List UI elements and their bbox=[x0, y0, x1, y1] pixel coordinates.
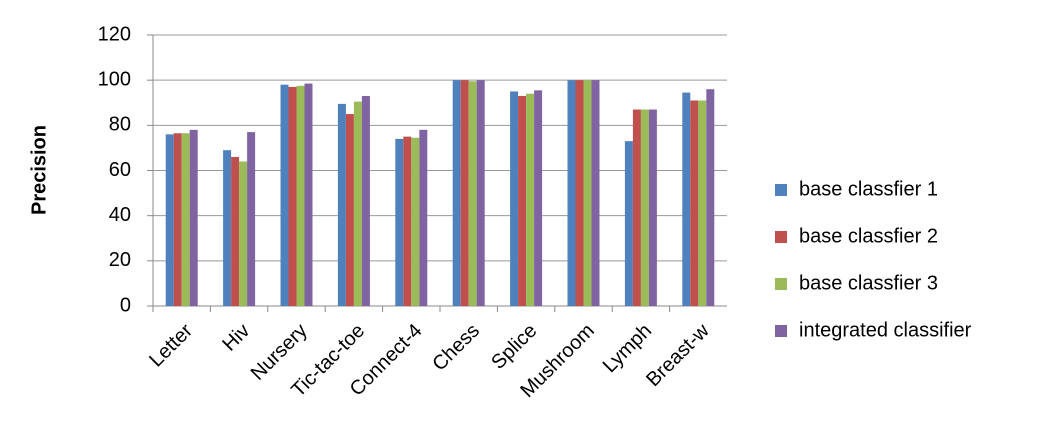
x-tick-label: Breast-w bbox=[642, 319, 714, 391]
bar bbox=[296, 85, 305, 306]
legend-swatch bbox=[775, 325, 787, 337]
bar bbox=[468, 81, 477, 306]
bar bbox=[518, 95, 527, 306]
legend-label: base classfier 1 bbox=[799, 178, 938, 200]
bar bbox=[706, 89, 715, 306]
bar bbox=[345, 114, 354, 307]
bar bbox=[591, 80, 600, 307]
bar bbox=[361, 95, 370, 306]
bar bbox=[476, 80, 485, 307]
legend-label: base classfier 3 bbox=[799, 272, 938, 294]
bar bbox=[419, 129, 428, 306]
x-tick-label: Chess bbox=[428, 320, 484, 376]
y-tick-label: 60 bbox=[109, 159, 131, 181]
bar bbox=[173, 133, 182, 306]
bar bbox=[460, 80, 469, 307]
bar bbox=[624, 141, 633, 306]
bar bbox=[181, 133, 190, 306]
bar bbox=[567, 80, 576, 307]
x-tick-label: Lymph bbox=[599, 320, 656, 377]
bar bbox=[353, 101, 362, 306]
legend-swatch bbox=[775, 278, 787, 290]
x-tick-label: Letter bbox=[145, 319, 197, 371]
bar bbox=[632, 109, 641, 307]
bar bbox=[288, 86, 297, 306]
bar bbox=[648, 109, 657, 307]
x-tick-label: Hiv bbox=[218, 320, 254, 356]
y-tick-label: 0 bbox=[120, 294, 131, 316]
bar bbox=[510, 91, 519, 306]
y-axis-label: Precision bbox=[28, 125, 50, 215]
bar bbox=[640, 109, 649, 307]
bar bbox=[526, 93, 535, 306]
legend-label: integrated classifier bbox=[799, 319, 972, 341]
bar bbox=[395, 138, 404, 306]
bar bbox=[189, 129, 198, 306]
legend-swatch bbox=[775, 231, 787, 243]
bar bbox=[231, 156, 240, 306]
bar bbox=[403, 136, 412, 306]
bar bbox=[682, 92, 691, 307]
bar bbox=[280, 84, 289, 306]
bar bbox=[304, 83, 313, 306]
bar bbox=[223, 150, 232, 306]
y-tick-label: 20 bbox=[109, 249, 131, 271]
bar bbox=[239, 161, 248, 306]
legend-label: base classfier 2 bbox=[799, 225, 938, 247]
bar bbox=[411, 137, 420, 306]
bar bbox=[337, 103, 346, 306]
y-tick-label: 100 bbox=[98, 68, 131, 90]
bar bbox=[247, 132, 256, 306]
bar bbox=[534, 90, 543, 307]
legend-swatch bbox=[775, 184, 787, 196]
bar bbox=[452, 80, 461, 307]
y-tick-label: 120 bbox=[98, 23, 131, 45]
y-tick-label: 80 bbox=[109, 114, 131, 136]
bar bbox=[575, 80, 584, 307]
bar bbox=[698, 100, 707, 306]
bar bbox=[690, 100, 699, 306]
bar bbox=[165, 134, 174, 306]
y-tick-label: 40 bbox=[109, 204, 131, 226]
bar bbox=[583, 80, 592, 307]
x-tick-label: Splice bbox=[487, 320, 541, 374]
